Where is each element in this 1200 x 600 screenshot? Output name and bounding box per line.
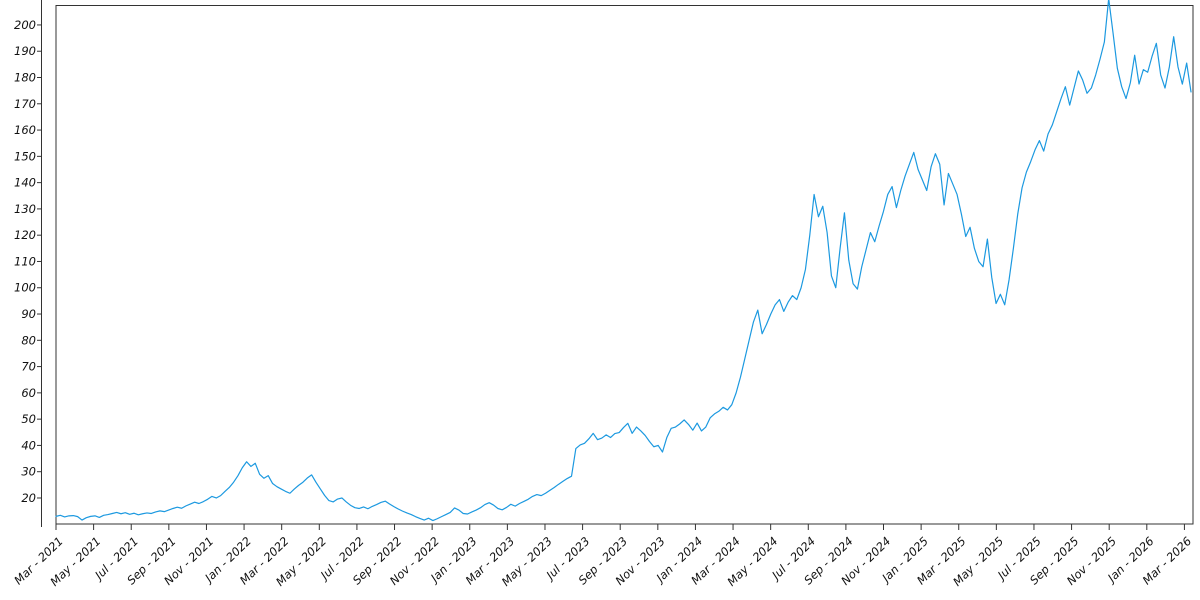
- y-axis: 20 30 40 50 60 70 80 90 100 110 120 130 140 150 160 170…: [14, 0, 42, 527]
- y-tick-label: 30: [21, 465, 36, 479]
- y-tick-label: 80: [21, 333, 36, 347]
- plot-area-border: [55, 5, 1194, 525]
- y-tick-label: 170: [14, 97, 36, 111]
- y-tick-label: 200: [14, 18, 36, 32]
- y-tick-label: 160: [14, 123, 36, 137]
- y-tick-label: 40: [21, 438, 36, 452]
- y-tick-label: 140: [14, 176, 36, 190]
- price-line-series: [55, 0, 1192, 522]
- y-tick-label: 70: [21, 360, 36, 374]
- y-tick-label: 90: [21, 307, 36, 321]
- y-tick-label: 120: [14, 228, 36, 242]
- y-tick-label: 180: [14, 71, 36, 85]
- y-tick-label: 100: [14, 281, 36, 295]
- y-tick-label: 110: [14, 254, 36, 268]
- y-tick-label: 50: [21, 412, 36, 426]
- y-tick-label: 150: [14, 149, 36, 163]
- y-tick-label: 130: [14, 202, 36, 216]
- y-tick-label: 190: [14, 44, 36, 58]
- y-tick-label: 20: [21, 491, 36, 505]
- y-tick-label: 60: [21, 386, 36, 400]
